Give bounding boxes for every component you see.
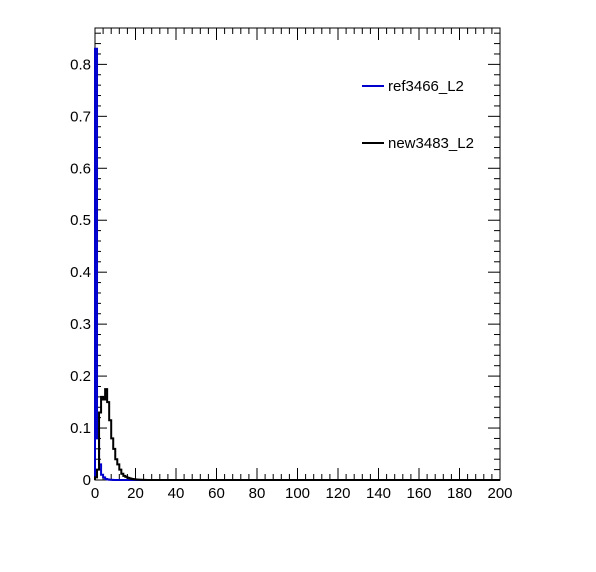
legend-label-1: new3483_L2	[388, 135, 474, 152]
x-tick-label: 0	[91, 485, 99, 502]
legend: ref3466_L2 new3483_L2	[362, 78, 474, 152]
x-tick-label: 100	[285, 485, 310, 502]
x-tick-label: 120	[325, 485, 350, 502]
y-tick-label: 0.6	[70, 160, 91, 177]
y-tick-label: 0.4	[70, 264, 91, 281]
series-1-histogram-line	[94, 388, 500, 481]
series-group	[94, 47, 500, 481]
x-tick-label: 180	[447, 485, 472, 502]
x-tick-label: 140	[366, 485, 391, 502]
y-tick-label: 0.7	[70, 108, 91, 125]
plot-frame	[94, 27, 501, 481]
y-tick-label: 0.8	[70, 56, 91, 73]
y-tick-label: 0	[83, 472, 91, 489]
x-tick-label: 60	[208, 485, 225, 502]
y-tick-label: 0.5	[70, 212, 91, 229]
x-tick-label: 20	[127, 485, 144, 502]
series-0-histogram-line	[94, 47, 500, 481]
x-tick-label: 40	[168, 485, 185, 502]
x-tick-label: 80	[249, 485, 266, 502]
x-tick-label: 160	[406, 485, 431, 502]
y-tick-label: 0.1	[70, 420, 91, 437]
legend-label-0: ref3466_L2	[388, 78, 464, 95]
x-tick-label: 200	[487, 485, 512, 502]
axis-ticks: 0 20 40 60 80 100 120 140 160 180 200 0 0.1 0.2 0.3 0.4…	[70, 28, 513, 502]
y-tick-label: 0.2	[70, 368, 91, 385]
y-tick-label: 0.3	[70, 316, 91, 333]
